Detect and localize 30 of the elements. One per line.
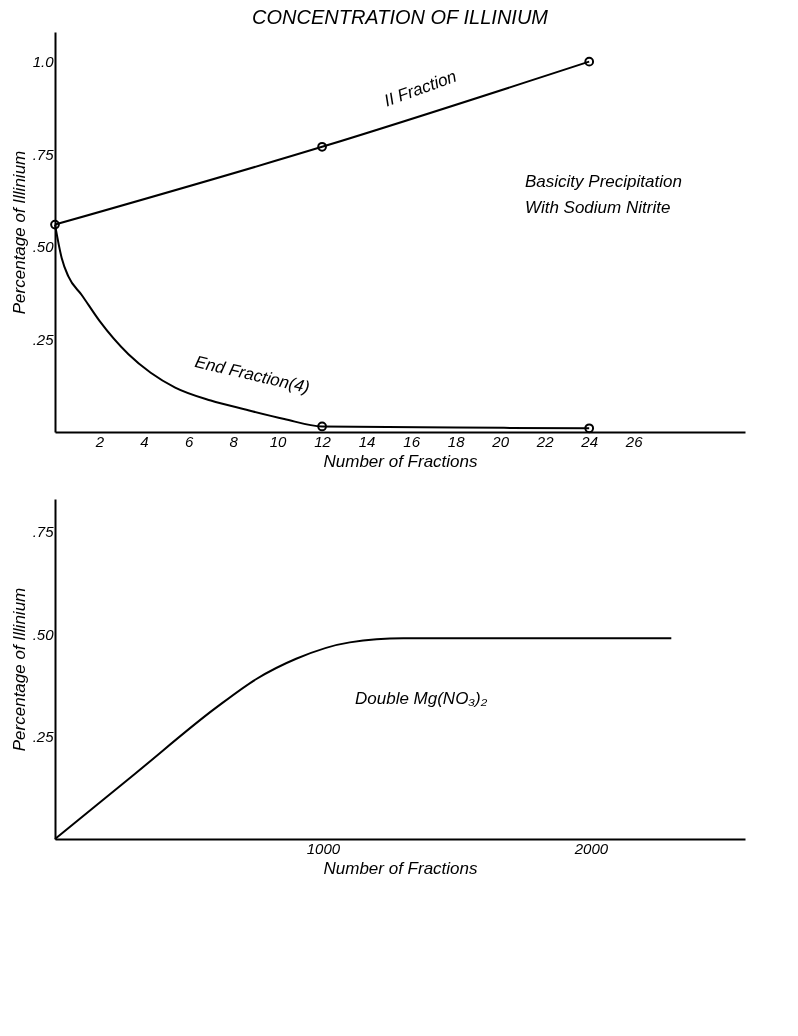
x-tick-label: 22 — [535, 432, 555, 450]
x-tick-label: 6 — [184, 432, 194, 450]
y-tick-label: .50 — [32, 238, 55, 256]
x-tick-label: 4 — [140, 432, 149, 450]
annotation: With Sodium Nitrite — [525, 198, 671, 217]
x-axis-title: Number of Fractions — [323, 858, 478, 878]
chart-title: CONCENTRATION OF ILLINIUM — [252, 6, 549, 28]
y-tick-label: .75 — [32, 523, 55, 541]
y-tick-label: .50 — [32, 625, 55, 643]
x-tick-label: 26 — [624, 432, 644, 450]
y-tick-label: .25 — [32, 728, 55, 746]
y-tick-label: .25 — [32, 330, 55, 348]
x-tick-label: 8 — [229, 432, 239, 450]
x-tick-label: 18 — [447, 432, 466, 450]
annotation: Basicity Precipitation — [525, 172, 682, 191]
x-tick-label: 12 — [314, 432, 332, 450]
y-tick-label: .75 — [32, 145, 55, 163]
x-axis-title: Number of Fractions — [323, 451, 478, 471]
x-tick-label: 10 — [269, 432, 288, 450]
x-tick-label: 1000 — [306, 839, 341, 857]
x-tick-label: 20 — [491, 432, 510, 450]
x-tick-label: 24 — [580, 432, 599, 450]
x-tick-label: 2 — [94, 432, 105, 450]
x-tick-label: 14 — [358, 432, 376, 450]
y-axis-title: Percentage of Illinium — [9, 587, 29, 752]
annotation: Double Mg(NO₃)₂ — [355, 689, 488, 708]
x-tick-label: 2000 — [573, 839, 609, 857]
y-axis-title: Percentage of Illinium — [9, 150, 29, 315]
y-tick-label: 1.0 — [32, 53, 55, 71]
x-tick-label: 16 — [403, 432, 421, 450]
